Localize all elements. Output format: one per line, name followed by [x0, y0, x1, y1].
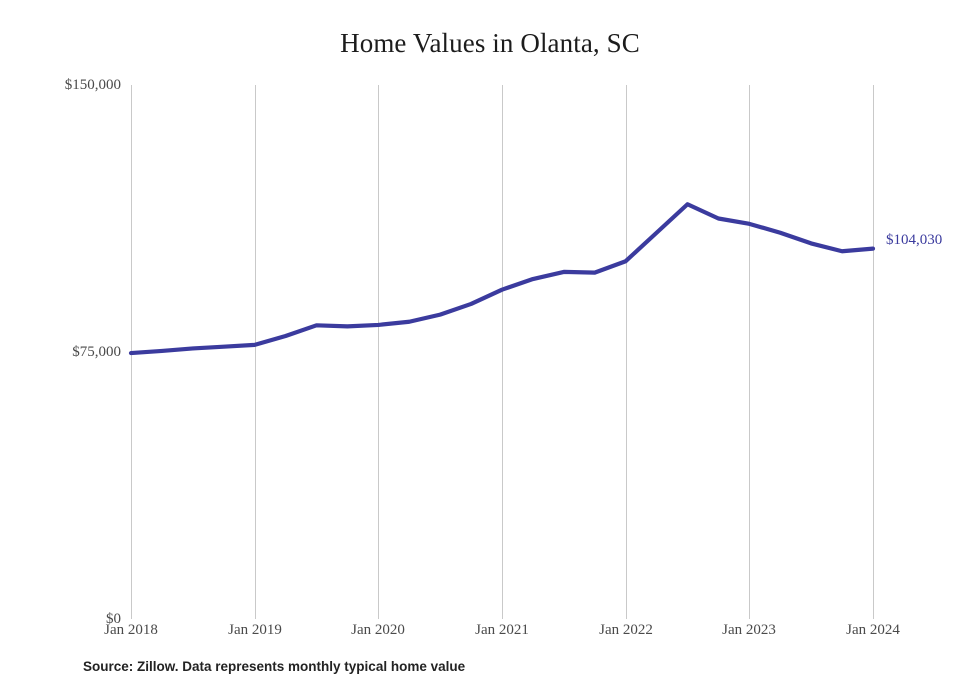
gridline-jan-2020 [378, 85, 379, 619]
x-tick-label-jan-2022: Jan 2022 [599, 622, 653, 638]
end-value-annotation: $104,030 [886, 232, 943, 248]
chart-title: Home Values in Olanta, SC [340, 28, 640, 58]
plot-area [128, 85, 876, 619]
x-tick-label-jan-2020: Jan 2020 [351, 622, 405, 638]
x-tick-label-jan-2019: Jan 2019 [228, 622, 282, 638]
y-tick-label-75000: $75,000 [72, 344, 121, 360]
gridline-jan-2018 [131, 85, 132, 619]
x-axis: Jan 2018 Jan 2019 Jan 2020 Jan 2021 Jan … [0, 622, 980, 650]
gridline-jan-2024 [873, 85, 874, 619]
y-axis: $150,000 $75,000 $0 [0, 0, 121, 699]
y-tick-label-0: $0 [106, 611, 121, 627]
gridline-jan-2023 [749, 85, 750, 619]
x-tick-label-jan-2021: Jan 2021 [475, 622, 529, 638]
source-note: Source: Zillow. Data represents monthly … [83, 659, 466, 674]
gridline-jan-2019 [255, 85, 256, 619]
x-tick-label-jan-2018: Jan 2018 [104, 622, 158, 638]
x-tick-label-jan-2024: Jan 2024 [846, 622, 900, 638]
y-tick-label-150000: $150,000 [64, 77, 121, 93]
gridline-jan-2021 [502, 85, 503, 619]
x-tick-label-jan-2023: Jan 2023 [722, 622, 776, 638]
gridline-jan-2022 [626, 85, 627, 619]
